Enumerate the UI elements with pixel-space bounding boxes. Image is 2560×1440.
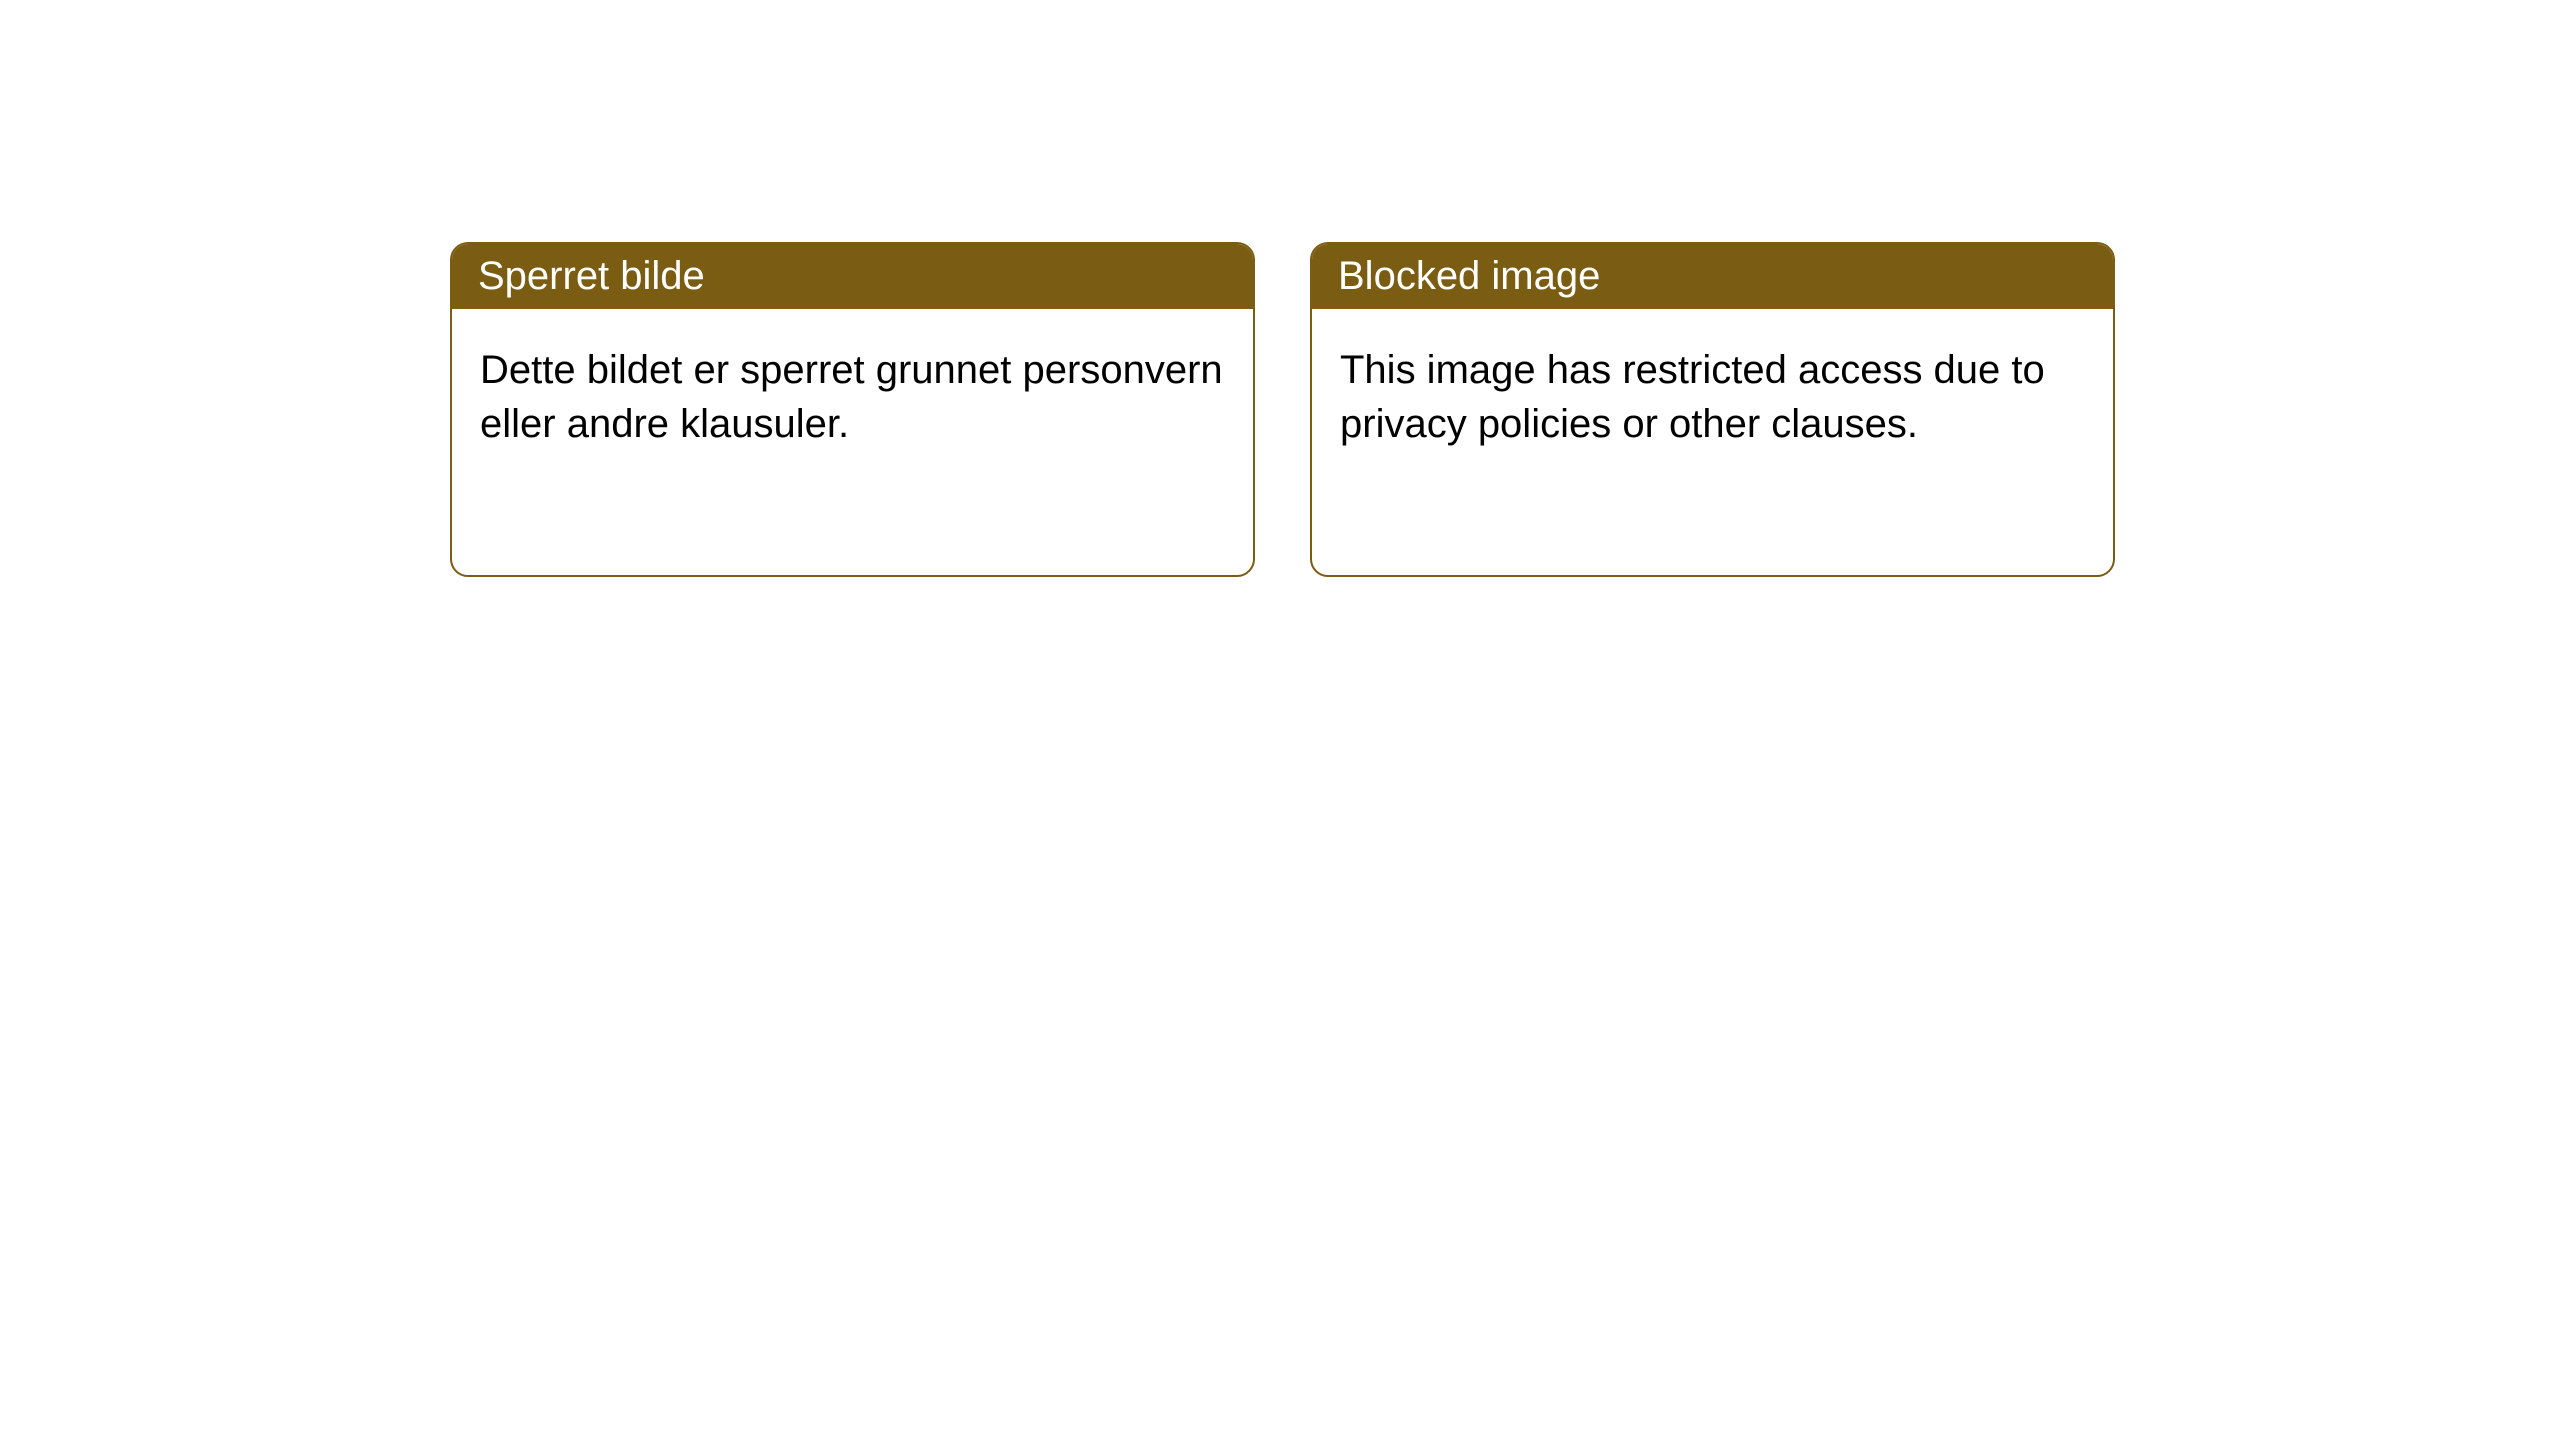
notice-body-english: This image has restricted access due to …: [1312, 309, 2113, 485]
notice-body-norwegian: Dette bildet er sperret grunnet personve…: [452, 309, 1253, 485]
notice-card-norwegian: Sperret bilde Dette bildet er sperret gr…: [450, 242, 1255, 577]
notice-title-norwegian: Sperret bilde: [452, 244, 1253, 309]
notice-title-english: Blocked image: [1312, 244, 2113, 309]
notice-card-english: Blocked image This image has restricted …: [1310, 242, 2115, 577]
notice-container: Sperret bilde Dette bildet er sperret gr…: [450, 242, 2115, 577]
